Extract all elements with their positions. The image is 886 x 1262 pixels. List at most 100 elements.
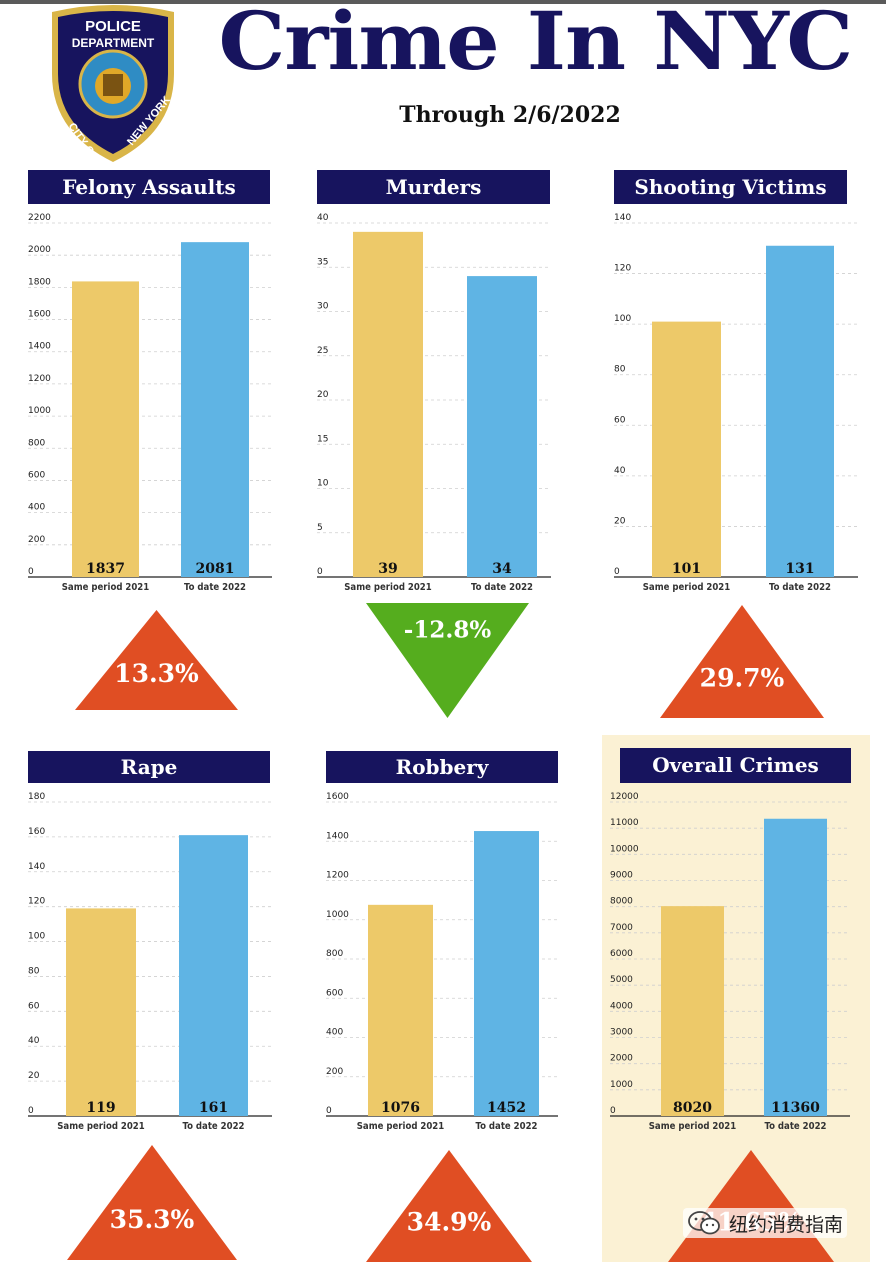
rape-chart-title: Rape <box>28 751 270 783</box>
y-tick-label: 2000 <box>28 245 51 255</box>
x-category-label: Same period 2021 <box>344 582 431 593</box>
y-tick-label: 8000 <box>610 897 633 907</box>
y-tick-label: 600 <box>326 988 343 998</box>
felony-assaults-chart-title: Felony Assaults <box>28 170 270 204</box>
bar-value-label: 1076 <box>381 1100 420 1116</box>
bar-2021 <box>368 904 433 1116</box>
y-tick-label: 80 <box>614 365 626 375</box>
change-percent-label: -12.8% <box>404 617 492 644</box>
y-tick-label: 20 <box>614 516 626 526</box>
y-tick-label: 20 <box>317 390 329 400</box>
x-category-label: To date 2022 <box>184 582 246 593</box>
bar-value-label: 39 <box>378 561 397 577</box>
y-tick-label: 140 <box>614 213 631 223</box>
y-tick-label: 60 <box>614 415 626 425</box>
y-tick-label: 800 <box>326 949 343 959</box>
y-tick-label: 9000 <box>610 871 633 881</box>
x-category-label: Same period 2021 <box>62 582 149 593</box>
y-tick-label: 0 <box>28 1106 34 1116</box>
y-tick-label: 10 <box>317 479 329 489</box>
y-tick-label: 15 <box>317 434 328 444</box>
x-category-label: Same period 2021 <box>649 1121 736 1132</box>
badge-line2: DEPARTMENT <box>72 36 155 50</box>
y-tick-label: 1400 <box>28 342 51 352</box>
triangle-up-icon <box>668 1150 834 1262</box>
change-percent-label: 34.9% <box>407 1208 492 1237</box>
bar-value-label: 119 <box>86 1100 115 1116</box>
y-tick-label: 80 <box>28 966 40 976</box>
y-tick-label: 140 <box>28 862 45 872</box>
bar-value-label: 2081 <box>196 561 235 577</box>
triangle-up-icon <box>67 1145 237 1260</box>
triangle-down-icon <box>366 603 529 718</box>
bar-2022 <box>474 831 539 1116</box>
bar-2021 <box>72 281 139 577</box>
y-tick-label: 12000 <box>610 792 639 802</box>
y-tick-label: 40 <box>28 1036 40 1046</box>
wechat-icon <box>688 1211 720 1235</box>
nypd-badge-logo: POLICE DEPARTMENT CITY OF NEW YORK <box>52 5 174 163</box>
y-tick-label: 7000 <box>610 923 633 933</box>
y-tick-label: 400 <box>326 1028 343 1038</box>
y-tick-label: 10000 <box>610 844 639 854</box>
change-percent-label: 29.7% <box>700 663 785 692</box>
change-percent-label: 13.3% <box>114 659 199 688</box>
y-tick-label: 600 <box>28 470 45 480</box>
x-category-label: To date 2022 <box>183 1121 245 1132</box>
y-tick-label: 4000 <box>610 1001 633 1011</box>
bar-value-label: 34 <box>492 561 512 577</box>
overall-crimes-chart-title: Overall Crimes <box>620 748 851 783</box>
y-tick-label: 0 <box>610 1106 616 1116</box>
y-tick-label: 1200 <box>326 871 349 881</box>
y-tick-label: 180 <box>28 792 45 802</box>
y-tick-label: 200 <box>28 535 45 545</box>
y-tick-label: 1600 <box>28 310 51 320</box>
y-tick-label: 0 <box>317 567 323 577</box>
page-title: Crime In NYC <box>218 0 854 88</box>
y-tick-label: 0 <box>614 567 620 577</box>
x-category-label: To date 2022 <box>769 582 831 593</box>
shooting-victims-chart-title: Shooting Victims <box>614 170 847 204</box>
bar-value-label: 1452 <box>487 1100 526 1116</box>
bar-2021 <box>661 906 724 1116</box>
y-tick-label: 0 <box>28 567 34 577</box>
y-tick-label: 1800 <box>28 277 51 287</box>
bar-2021 <box>353 231 423 577</box>
triangle-up-icon <box>660 605 824 718</box>
y-tick-label: 1000 <box>326 910 349 920</box>
y-tick-label: 2000 <box>610 1054 633 1064</box>
x-category-label: Same period 2021 <box>57 1121 144 1132</box>
y-tick-label: 1400 <box>326 831 349 841</box>
murders-change-indicator: -12.8% <box>366 603 529 718</box>
bar-value-label: 8020 <box>673 1100 712 1116</box>
y-tick-label: 1000 <box>28 406 51 416</box>
bar-2021 <box>652 321 721 577</box>
y-tick-label: 100 <box>28 932 45 942</box>
felony-assaults-change-indicator: 13.3% <box>75 610 238 710</box>
y-tick-label: 160 <box>28 827 45 837</box>
robbery-chart-title: Robbery <box>326 751 558 783</box>
y-tick-label: 6000 <box>610 949 633 959</box>
murders-bar-chart: 0 5 10 15 20 25 30 35 40 39 Same period 2021 34 To d… <box>317 213 551 593</box>
bar-value-label: 161 <box>199 1100 228 1116</box>
triangle-up-icon <box>366 1150 532 1262</box>
bar-value-label: 101 <box>672 561 701 577</box>
y-tick-label: 400 <box>28 503 45 513</box>
x-category-label: To date 2022 <box>471 582 533 593</box>
x-category-label: Same period 2021 <box>357 1121 444 1132</box>
bar-2022 <box>766 245 834 577</box>
felony-assaults-bar-chart: 0 200 400 600 800 1000 1200 1400 1600 1800 2000 220… <box>28 213 272 593</box>
change-percent-label: 35.3% <box>110 1205 195 1234</box>
y-tick-label: 120 <box>28 897 45 907</box>
y-tick-label: 100 <box>614 314 631 324</box>
y-tick-label: 60 <box>28 1001 40 1011</box>
y-tick-label: 2200 <box>28 213 51 223</box>
y-tick-label: 120 <box>614 264 631 274</box>
badge-line1: POLICE <box>85 18 141 35</box>
bar-value-label: 131 <box>785 561 814 577</box>
rape-change-indicator: 35.3% <box>67 1145 237 1260</box>
bar-2022 <box>181 242 249 577</box>
shooting-victims-change-indicator: 29.7% <box>660 605 824 718</box>
x-category-label: Same period 2021 <box>643 582 730 593</box>
y-tick-label: 1600 <box>326 792 349 802</box>
